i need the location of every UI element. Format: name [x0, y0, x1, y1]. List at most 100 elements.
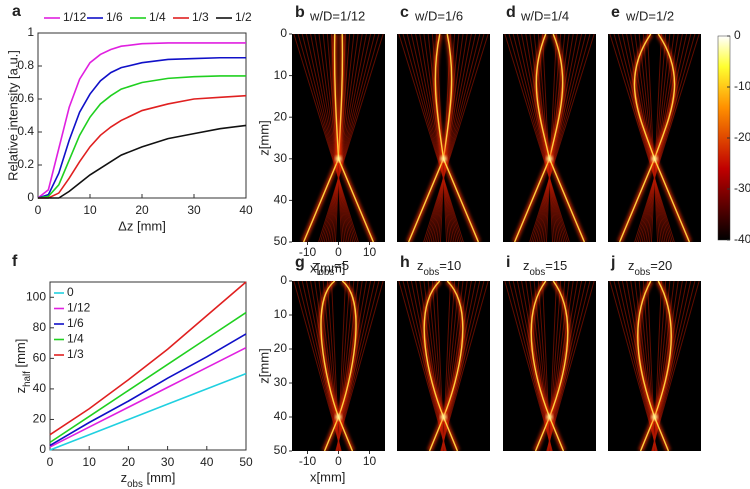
y-axis-label-part: z [13, 387, 28, 394]
series-line [37, 56, 246, 199]
series-line [49, 311, 247, 444]
y-tick-label: 40 [33, 381, 47, 395]
legend-label: 1/3 [67, 347, 84, 361]
x-tick-label: -10 [299, 454, 317, 468]
y-tick-label: 20 [33, 412, 47, 426]
panel-title-part: z [523, 258, 530, 273]
panel-letter: j [610, 254, 615, 271]
legend-label: 1/6 [106, 10, 123, 24]
focus [335, 414, 342, 420]
faint-ray [651, 281, 700, 451]
faint-ray [322, 34, 346, 242]
faint-ray [301, 34, 356, 242]
faint-ray [430, 34, 472, 242]
y-tick-label: 10 [274, 307, 288, 321]
beam-image [504, 281, 595, 451]
x-axis-label: x[mm] [310, 469, 345, 484]
faint-ray [410, 34, 459, 242]
image-bg [608, 281, 701, 451]
faint-ray [305, 34, 354, 242]
y-tick-label: 0 [280, 273, 287, 287]
beam-image [609, 281, 700, 451]
faint-ray [650, 34, 662, 242]
x-tick-label: 0 [335, 454, 342, 468]
x-tick-label: 10 [363, 454, 377, 468]
x-tick-label: -10 [299, 245, 317, 259]
faint-ray [432, 34, 468, 242]
faint-ray [402, 34, 462, 242]
faint-ray [531, 34, 591, 242]
legend-label: 1/4 [149, 10, 166, 24]
faint-ray [293, 34, 359, 242]
series-line [49, 333, 247, 447]
image-bg [608, 34, 701, 242]
beam-core [428, 281, 464, 451]
focus [440, 155, 447, 162]
panel-title: w/D=1/2 [625, 8, 674, 23]
faint-ray [642, 34, 660, 242]
y-tick-label: 50 [274, 234, 288, 248]
x-axis-label: Δz [mm] [118, 218, 166, 233]
focus [546, 414, 553, 420]
image-bg [397, 34, 490, 242]
beam-core [530, 281, 565, 451]
y-axis-label-part: [mm] [13, 339, 28, 372]
panel-title: zobs=20 [628, 258, 672, 278]
y-tick-label: 0.8 [17, 58, 34, 72]
x-tick-label: 50 [239, 455, 253, 469]
faint-ray [320, 34, 380, 242]
y-tick-label: 0.2 [17, 157, 34, 171]
x-tick-label: 30 [187, 203, 201, 217]
faint-ray [638, 34, 662, 242]
x-axis-label: x[mm] [310, 260, 345, 275]
beam-image [609, 34, 700, 242]
faint-ray [425, 34, 485, 242]
beam-core [534, 281, 569, 451]
panel-letter: c [400, 4, 409, 21]
faint-ray [329, 34, 359, 242]
faint-ray [647, 34, 671, 242]
legend-label: 1/12 [63, 10, 87, 24]
panel-title-part: obs [530, 267, 546, 278]
colorbar-tick-label: -30 [734, 181, 750, 195]
faint-ray [521, 34, 563, 242]
image-bg [503, 281, 596, 451]
y-tick-label: 20 [274, 341, 288, 355]
faint-ray [609, 34, 675, 242]
panel-title-part: obs [424, 267, 440, 278]
faint-ray [647, 34, 659, 242]
x-tick-label: 0 [335, 245, 342, 259]
faint-ray [415, 34, 457, 242]
beam-core [535, 34, 586, 242]
beam-core [333, 34, 375, 242]
faint-ray [545, 34, 557, 242]
faint-ray [314, 34, 350, 242]
y-axis-label: Relative intensity [a.u.] [5, 50, 20, 181]
faint-ray [297, 34, 357, 242]
beam-image [293, 34, 384, 242]
panel-title-part: obs [635, 267, 651, 278]
panel-title-part: =10 [439, 258, 461, 273]
faint-ray [327, 34, 363, 242]
y-tick-label: 10 [274, 68, 288, 82]
x-axis-label-part: [mm] [143, 470, 176, 485]
x-tick-label: 40 [239, 203, 253, 217]
beam-core [618, 34, 676, 242]
faint-ray [331, 34, 355, 242]
beam-core [320, 281, 354, 451]
panel-letter: i [506, 254, 510, 271]
beam-image [398, 281, 489, 451]
beam-core [423, 281, 459, 451]
beam-image [504, 34, 595, 242]
x-tick-label: 10 [83, 455, 97, 469]
y-tick-label: 30 [274, 375, 288, 389]
faint-ray [529, 34, 595, 242]
colorbar-tick-label: -40 [734, 232, 750, 246]
faint-ray [310, 34, 352, 242]
x-axis-label-part: obs [127, 479, 143, 489]
y-tick-label: 40 [274, 193, 288, 207]
image-bg [292, 281, 385, 451]
x-tick-label: 20 [122, 455, 136, 469]
faint-ray [542, 34, 554, 242]
y-tick-label: 0 [27, 190, 34, 204]
